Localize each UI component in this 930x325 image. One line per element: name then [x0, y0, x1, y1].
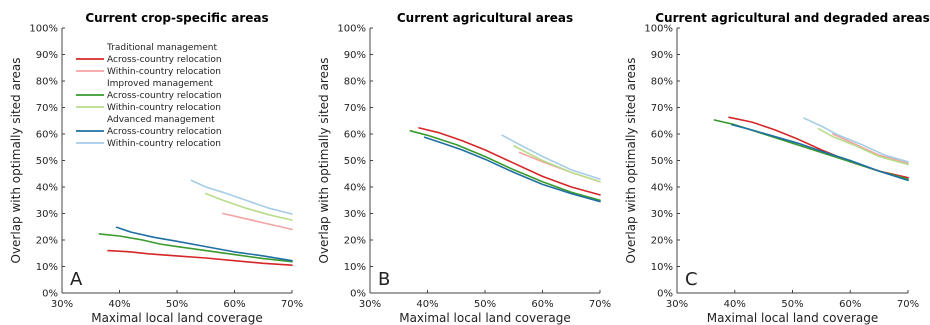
legend-label: Across-country relocation — [107, 91, 222, 101]
panel-c: 0% 10% 20% 30% 40% 50% 60% 70% 80% 90% 100% 30% 40% 5… — [624, 11, 930, 325]
series-line-imp_across — [409, 130, 601, 202]
x-axis-label: Maximal local land coverage — [707, 311, 879, 325]
y-tick-label: 70% — [651, 103, 673, 114]
y-tick-label: 30% — [36, 209, 58, 220]
series-line-adv_within — [501, 134, 601, 180]
y-tick-label: 40% — [36, 183, 58, 194]
legend-label: Within-country relocation — [107, 103, 221, 113]
legend-label: Within-country relocation — [107, 139, 221, 149]
x-axis-label: Maximal local land coverage — [399, 311, 571, 325]
series-line-trad_across — [418, 127, 601, 196]
x-tick-label: 30% — [51, 299, 73, 310]
y-tick-label: 80% — [344, 77, 366, 88]
y-tick-label: 90% — [651, 50, 673, 61]
y-tick-label: 0% — [350, 289, 366, 300]
y-tick-label: 80% — [651, 77, 673, 88]
x-tick-label: 50% — [781, 299, 803, 310]
x-tick-label: 40% — [108, 299, 130, 310]
series-line-trad_within — [222, 212, 293, 231]
legend-heading: Traditional management — [106, 43, 217, 53]
panel-a: 0% 10% 20% 30% 40% 50% 60% 70% 80% 90% 100% 30% 40% 5… — [9, 11, 303, 325]
y-axis-label: Overlap with optimally sited areas — [317, 58, 331, 264]
series-line-trad_across — [107, 249, 293, 267]
y-tick-label: 80% — [36, 77, 58, 88]
x-tick-label: 60% — [223, 299, 245, 310]
y-tick-label: 50% — [36, 156, 58, 167]
x-tick-label: 50% — [166, 299, 188, 310]
legend: Traditional management Across-country rel… — [76, 43, 222, 149]
series-line-adv_within — [190, 179, 293, 215]
series-line-trad_within — [832, 133, 909, 164]
x-tick-label: 70% — [281, 299, 303, 310]
y-axis-label: Overlap with optimally sited areas — [9, 58, 23, 264]
y-tick-label: 100% — [644, 24, 673, 35]
y-tick-label: 0% — [42, 289, 58, 300]
legend-heading: Improved management — [107, 79, 213, 89]
series-line-adv_across — [423, 136, 601, 203]
y-tick-label: 40% — [344, 183, 366, 194]
series-line-adv_across — [731, 123, 909, 182]
y-tick-label: 40% — [651, 183, 673, 194]
y-tick-label: 60% — [36, 130, 58, 141]
panel-letter: C — [685, 269, 698, 290]
y-tick-label: 30% — [651, 209, 673, 220]
y-tick-label: 10% — [651, 262, 673, 273]
y-tick-label: 90% — [344, 50, 366, 61]
y-tick-label: 70% — [344, 103, 366, 114]
y-tick-label: 20% — [344, 236, 366, 247]
y-tick-label: 20% — [36, 236, 58, 247]
x-tick-label: 50% — [474, 299, 496, 310]
y-tick-label: 100% — [337, 24, 366, 35]
panel-title: Current agricultural areas — [397, 11, 573, 25]
legend-label: Across-country relocation — [107, 127, 222, 137]
legend-heading: Advanced management — [107, 115, 215, 125]
panel-b: 0% 10% 20% 30% 40% 50% 60% 70% 80% 90% 100% 30% 40% 5… — [317, 11, 611, 325]
x-tick-label: 60% — [531, 299, 553, 310]
series-line-imp_within — [512, 145, 601, 183]
x-tick-label: 70% — [589, 299, 611, 310]
y-tick-label: 50% — [651, 156, 673, 167]
x-tick-label: 40% — [724, 299, 746, 310]
y-axis-label: Overlap with optimally sited areas — [624, 58, 638, 264]
series-line-imp_within — [817, 127, 909, 166]
y-tick-label: 10% — [36, 262, 58, 273]
x-tick-label: 40% — [416, 299, 438, 310]
series-line-imp_within — [205, 192, 293, 221]
y-tick-label: 70% — [36, 103, 58, 114]
panel-letter: B — [378, 269, 390, 290]
series-line-adv_within — [803, 117, 909, 163]
series-line-trad_across — [728, 116, 909, 179]
y-tick-label: 20% — [651, 236, 673, 247]
legend-label: Within-country relocation — [107, 67, 221, 77]
x-axis-label: Maximal local land coverage — [91, 311, 263, 325]
panel-title: Current crop-specific areas — [85, 11, 268, 25]
panel-letter: A — [70, 269, 83, 290]
x-tick-label: 70% — [897, 299, 919, 310]
x-tick-label: 30% — [666, 299, 688, 310]
y-tick-label: 10% — [344, 262, 366, 273]
panel-title: Current agricultural and degraded areas — [655, 11, 930, 25]
y-tick-label: 90% — [36, 50, 58, 61]
series-line-adv_across — [115, 226, 293, 262]
y-tick-label: 60% — [651, 130, 673, 141]
legend-label: Across-country relocation — [107, 55, 222, 65]
y-tick-label: 50% — [344, 156, 366, 167]
y-tick-label: 30% — [344, 209, 366, 220]
x-tick-label: 60% — [839, 299, 861, 310]
series-line-imp_across — [98, 233, 293, 263]
y-tick-label: 100% — [29, 24, 58, 35]
y-tick-label: 0% — [657, 289, 673, 300]
y-tick-label: 60% — [344, 130, 366, 141]
x-tick-label: 30% — [359, 299, 381, 310]
